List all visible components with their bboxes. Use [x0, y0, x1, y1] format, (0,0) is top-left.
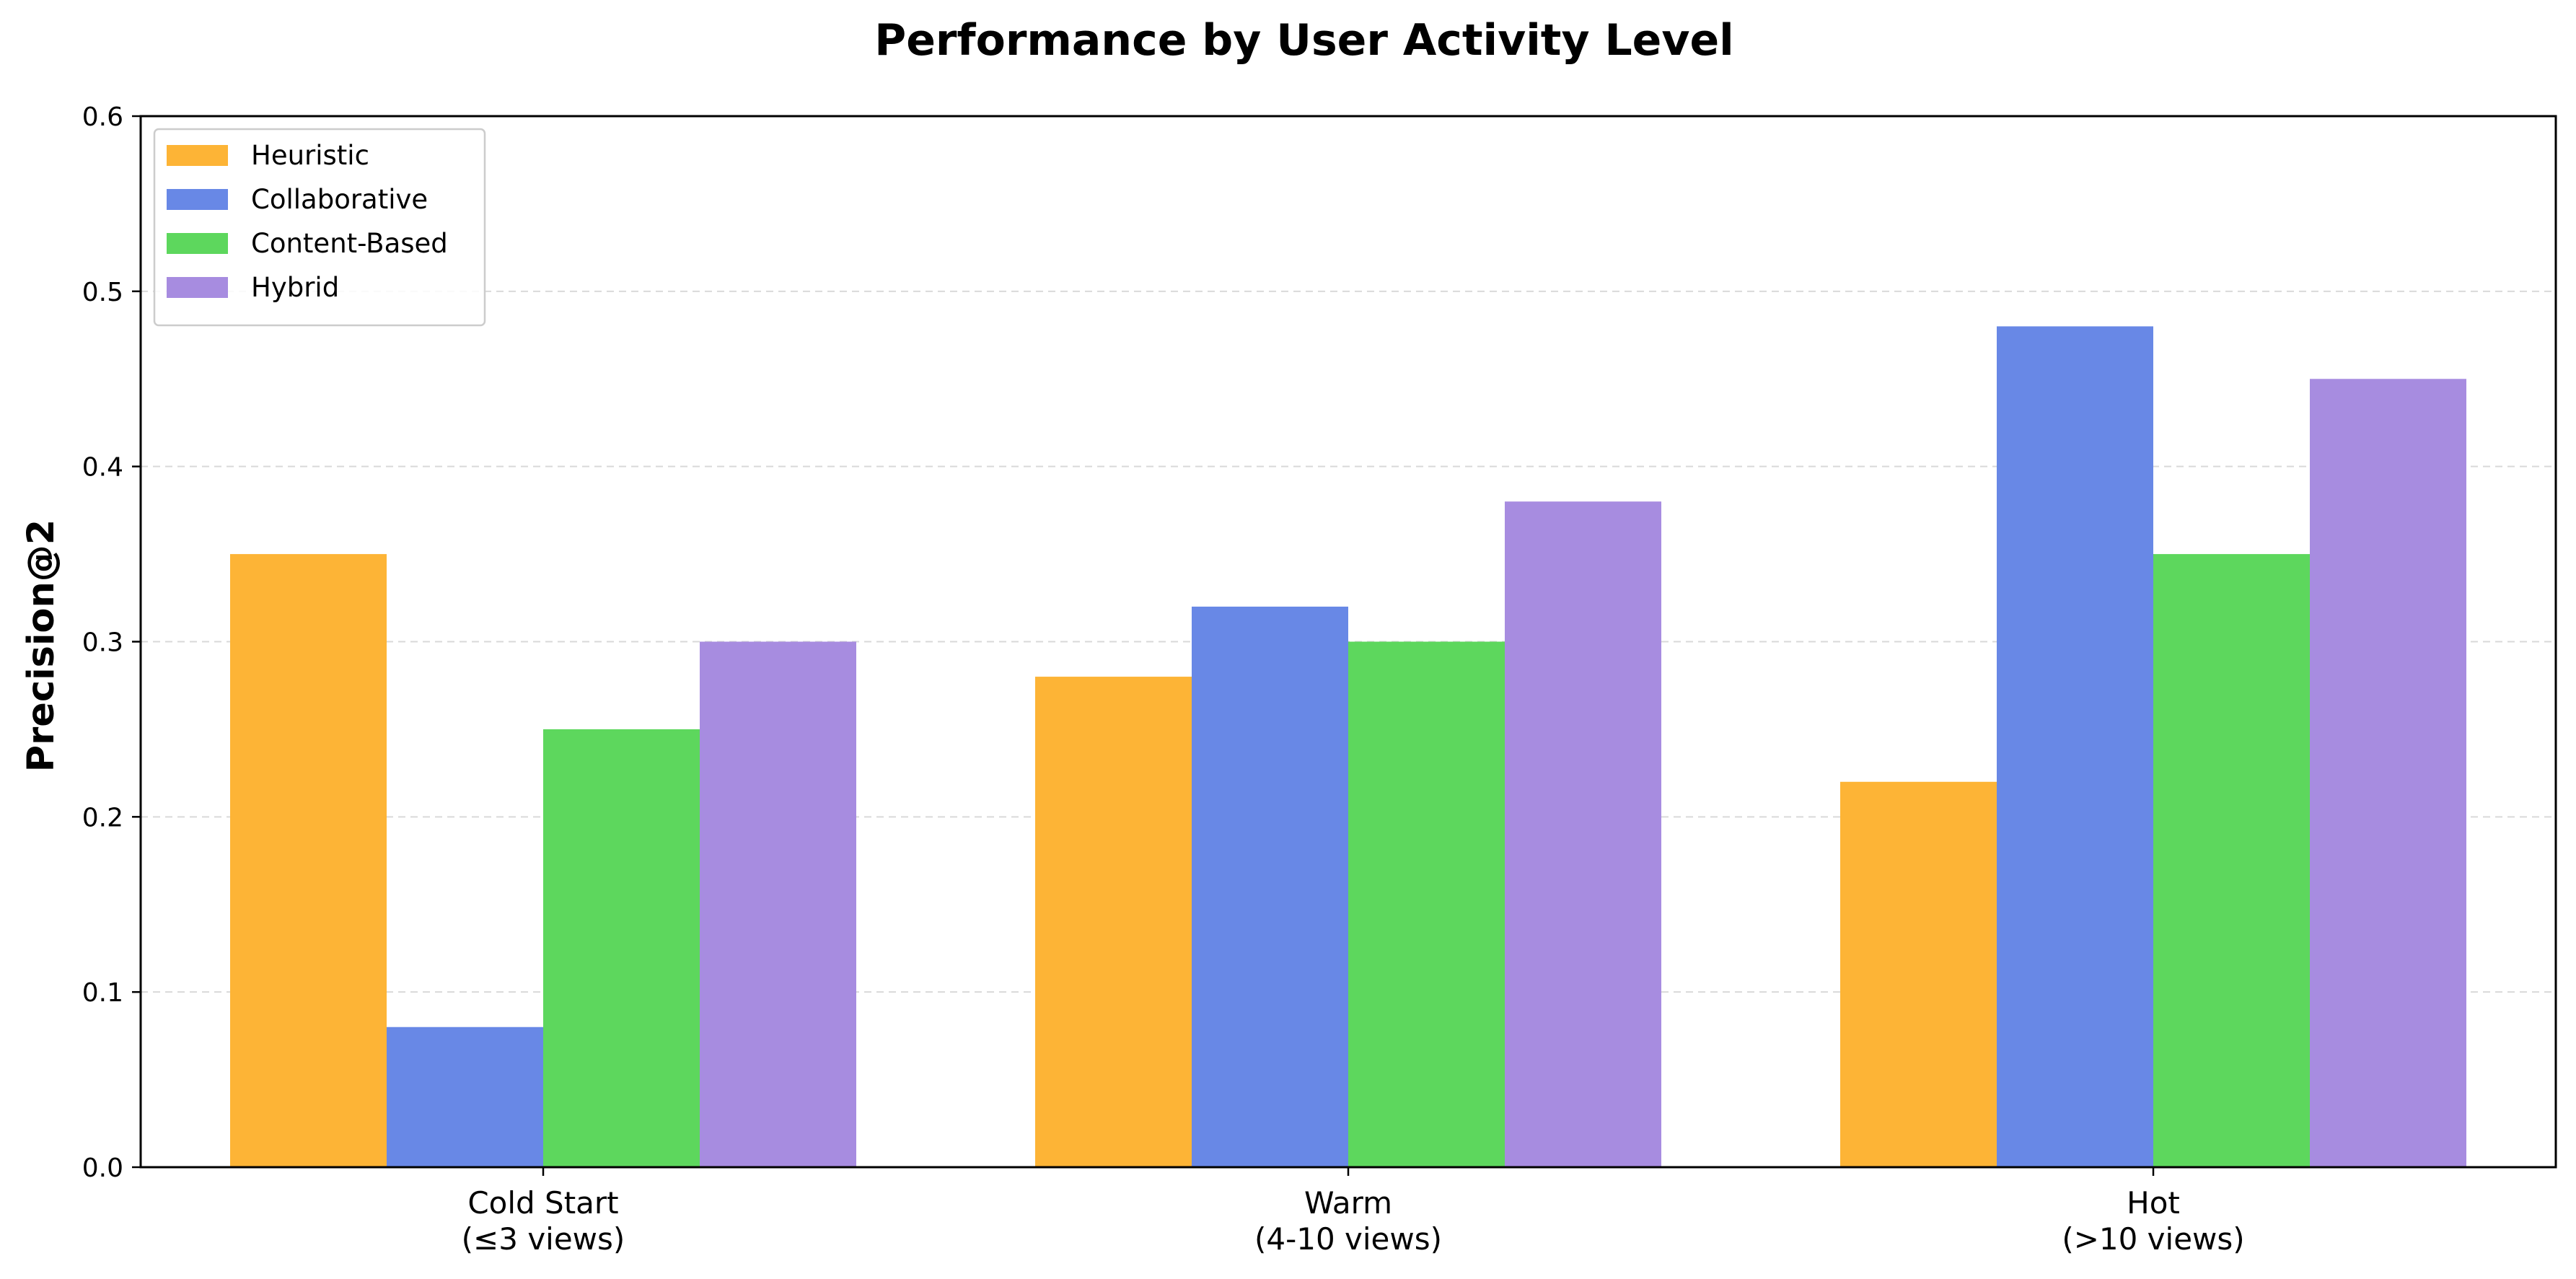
bar-hybrid: [2310, 379, 2466, 1167]
legend: Heuristic Collaborative Content-Based Hybri…: [153, 128, 486, 327]
bars: [230, 326, 2466, 1167]
legend-swatch: [167, 145, 228, 166]
legend-swatch: [167, 189, 228, 210]
y-tick-label: 0.3: [82, 628, 123, 658]
bar-collaborative: [387, 1027, 543, 1167]
bar-hybrid: [1505, 501, 1661, 1167]
bar-heuristic: [1035, 677, 1192, 1167]
y-tick-label: 0.4: [82, 453, 123, 483]
legend-label: Hybrid: [251, 272, 339, 303]
legend-label: Content-Based: [251, 228, 448, 259]
x-tick-label: Hot: [2127, 1185, 2180, 1221]
y-tick-label: 0.5: [82, 278, 123, 307]
bar-collaborative: [1997, 326, 2153, 1167]
x-tick-label: (>10 views): [2062, 1221, 2244, 1257]
y-tick-label: 0.2: [82, 803, 123, 832]
chart-title: Performance by User Activity Level: [874, 15, 1734, 66]
y-tick-label: 0.1: [82, 978, 123, 1008]
legend-swatch: [167, 233, 228, 254]
x-tick-label: Cold Start: [467, 1185, 618, 1221]
legend-label: Collaborative: [251, 184, 428, 215]
bar-content-based: [2153, 554, 2310, 1167]
bar-content-based: [1348, 641, 1505, 1167]
plot-frame: [139, 115, 2557, 1169]
legend-label: Heuristic: [251, 140, 369, 171]
axes: 0.0 0.1 0.2 0.3 0.4 0.5 0.6 Cold Start(≤3 views…: [82, 102, 2557, 1257]
x-tick-label: Warm: [1304, 1185, 1392, 1221]
y-axis-label: Precision@2: [20, 519, 63, 773]
y-tick-label: 0.6: [82, 102, 123, 132]
bar-heuristic: [230, 554, 387, 1167]
bar-hybrid: [700, 641, 856, 1167]
bar-content-based: [543, 729, 700, 1167]
bar-collaborative: [1192, 606, 1348, 1167]
bar-heuristic: [1840, 781, 1997, 1167]
y-tick-label: 0.0: [82, 1153, 123, 1183]
x-tick-label: (≤3 views): [462, 1221, 625, 1257]
legend-box: [153, 128, 486, 327]
x-tick-label: (4-10 views): [1254, 1221, 1442, 1257]
legend-swatch: [167, 277, 228, 298]
